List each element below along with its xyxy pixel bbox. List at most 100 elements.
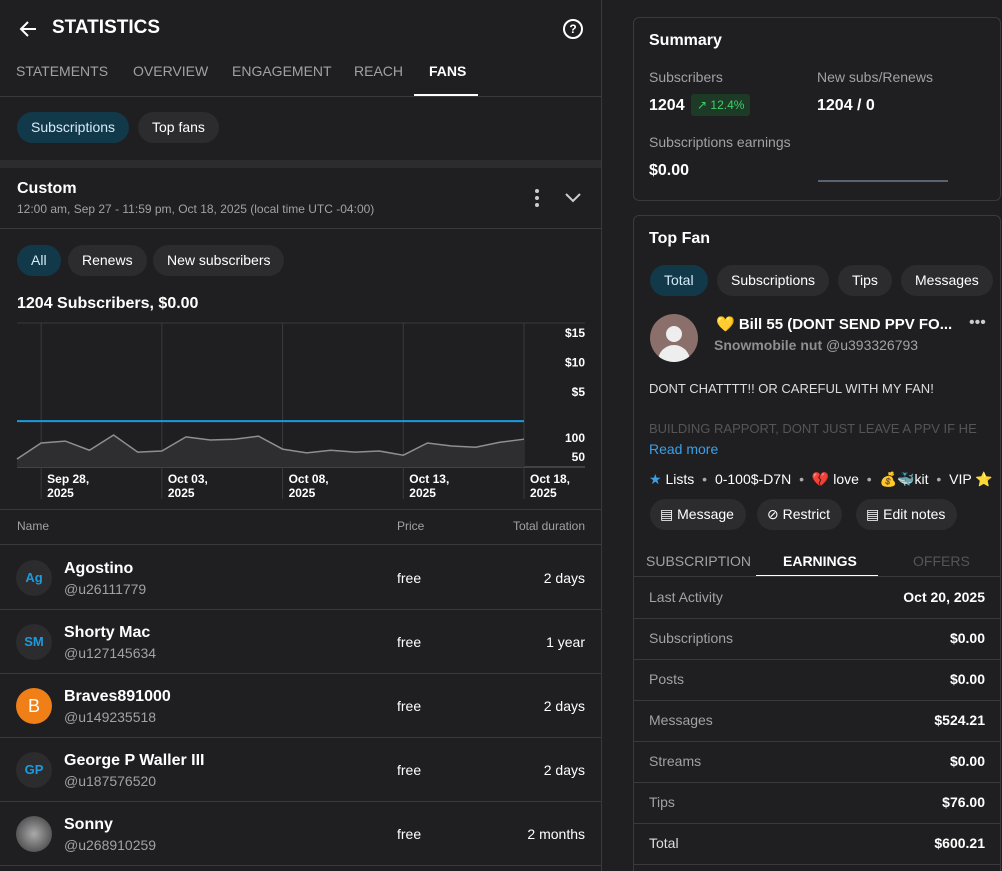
- fan-handle: @u26111779: [64, 581, 146, 597]
- row-label: Tips: [649, 794, 675, 810]
- tag[interactable]: VIP ⭐: [949, 471, 993, 487]
- row-border: [634, 782, 1000, 783]
- row-value: $524.21: [934, 712, 985, 728]
- column-header: Price: [397, 519, 424, 533]
- row-label: Posts: [649, 671, 684, 687]
- label: Edit notes: [883, 506, 945, 522]
- bio: DONT CHATTTT!! OR CAREFUL WITH MY FAN!: [649, 381, 934, 396]
- fan-avatar: [650, 314, 698, 362]
- duration: 1 year: [546, 634, 585, 650]
- row-label: Total: [649, 835, 679, 851]
- chart: 50100$5$10$15: [0, 0, 601, 510]
- label: Subscriptions earnings: [649, 134, 791, 150]
- x-tick-label: Oct 13, 2025: [409, 472, 461, 500]
- sparkline: [818, 180, 948, 182]
- divider: [601, 0, 602, 871]
- row-label: Last Activity: [649, 589, 723, 605]
- bio: BUILDING RAPPORT, DONT JUST LEAVE A PPV …: [649, 421, 977, 436]
- label: New subs/Renews: [817, 69, 933, 85]
- change: 12.4%: [710, 98, 744, 112]
- row-border: [634, 823, 1000, 824]
- row-value: $600.21: [934, 835, 985, 851]
- row-border: [0, 801, 601, 802]
- fan-sub: Snowmobile nut @u393326793: [714, 337, 918, 353]
- x-tick-label: Sep 28, 2025: [47, 472, 99, 500]
- icon: ⊘: [767, 506, 783, 522]
- y-tick-label: 100: [565, 431, 585, 445]
- y2-tick-label: $15: [565, 326, 585, 340]
- summary-title: Summary: [649, 32, 722, 50]
- row-value: Oct 20, 2025: [903, 589, 985, 605]
- row-border: [634, 700, 1000, 701]
- duration: 2 days: [544, 570, 585, 586]
- value: $0.00: [649, 162, 689, 180]
- avatar: [16, 816, 52, 852]
- x-tick-label: Oct 03, 2025: [168, 472, 220, 500]
- label: Subscribers: [649, 69, 723, 85]
- row-border: [0, 673, 601, 674]
- column-header: Name: [17, 519, 49, 533]
- tag[interactable]: 0-100$-D7N: [715, 471, 791, 487]
- pill[interactable]: Messages: [901, 265, 993, 296]
- dot: •: [932, 471, 945, 487]
- row-border: [634, 659, 1000, 660]
- tag[interactable]: 💰🐳kit: [880, 471, 929, 487]
- row-border: [634, 864, 1000, 865]
- fan-handle: @u127145634: [64, 645, 156, 661]
- fan-name[interactable]: Sonny: [64, 816, 113, 834]
- pill[interactable]: Tips: [838, 265, 892, 296]
- area: [17, 435, 524, 467]
- avatar: B: [16, 688, 52, 724]
- pill[interactable]: Subscriptions: [717, 265, 829, 296]
- tag[interactable]: Lists: [665, 471, 694, 487]
- y2-tick-label: $10: [565, 355, 585, 369]
- icon: ▤: [660, 506, 677, 522]
- read-more[interactable]: Read more: [649, 441, 718, 457]
- dot: •: [863, 471, 876, 487]
- fan-handle: @u187576520: [64, 773, 156, 789]
- detail-tab[interactable]: SUBSCRIPTION: [646, 553, 751, 569]
- top-fan-card: Top Fan TotalSubscriptionsTipsMessages 💛…: [633, 215, 1001, 871]
- row-border: [0, 544, 601, 545]
- duration: 2 days: [544, 698, 585, 714]
- fan-name[interactable]: 💛 Bill 55 (DONT SEND PPV FO...: [716, 315, 952, 333]
- fan-name[interactable]: Agostino: [64, 560, 133, 578]
- fan-name[interactable]: George P Waller III: [64, 752, 205, 770]
- y2-tick-label: $5: [572, 385, 586, 399]
- row-value: $0.00: [950, 671, 985, 687]
- action-button[interactable]: ▤ Message: [650, 499, 746, 530]
- avatar: SM: [16, 624, 52, 660]
- star-icon: ★: [649, 471, 665, 487]
- fan-handle: @u149235518: [64, 709, 156, 725]
- row-value: $0.00: [950, 753, 985, 769]
- price: free: [397, 762, 421, 778]
- pill[interactable]: Total: [650, 265, 708, 296]
- row-border: [0, 865, 601, 866]
- label: Restrict: [783, 506, 830, 522]
- fan-subtitle: Snowmobile nut: [714, 337, 822, 353]
- action-button[interactable]: ⊘ Restrict: [757, 499, 842, 530]
- action-button[interactable]: ▤ Edit notes: [856, 499, 957, 530]
- value: 1204 / 0: [817, 97, 875, 115]
- detail-tab[interactable]: EARNINGS: [783, 553, 857, 569]
- change-badge: ↗ 12.4%: [691, 94, 750, 116]
- dot: •: [698, 471, 711, 487]
- fan-name[interactable]: Shorty Mac: [64, 624, 150, 642]
- summary-card: Summary Subscribers 1204 ↗ 12.4% New sub…: [633, 17, 1001, 201]
- value: 1204: [649, 97, 685, 115]
- detail-tab[interactable]: OFFERS: [913, 553, 970, 569]
- row-label: Messages: [649, 712, 713, 728]
- dot: •: [795, 471, 808, 487]
- tags: ★ Lists • 0-100$-D7N • 💔 love • 💰🐳kit • …: [649, 471, 993, 488]
- tag[interactable]: 💔 love: [812, 471, 859, 487]
- row-border: [0, 737, 601, 738]
- avatar: Ag: [16, 560, 52, 596]
- row-border: [634, 741, 1000, 742]
- fan-name[interactable]: Braves891000: [64, 688, 171, 706]
- row-value: $0.00: [950, 630, 985, 646]
- icon: ▤: [866, 506, 883, 522]
- x-tick-label: Oct 08, 2025: [289, 472, 341, 500]
- more-button[interactable]: •••: [969, 314, 986, 332]
- fan-handle: @u393326793: [826, 337, 918, 353]
